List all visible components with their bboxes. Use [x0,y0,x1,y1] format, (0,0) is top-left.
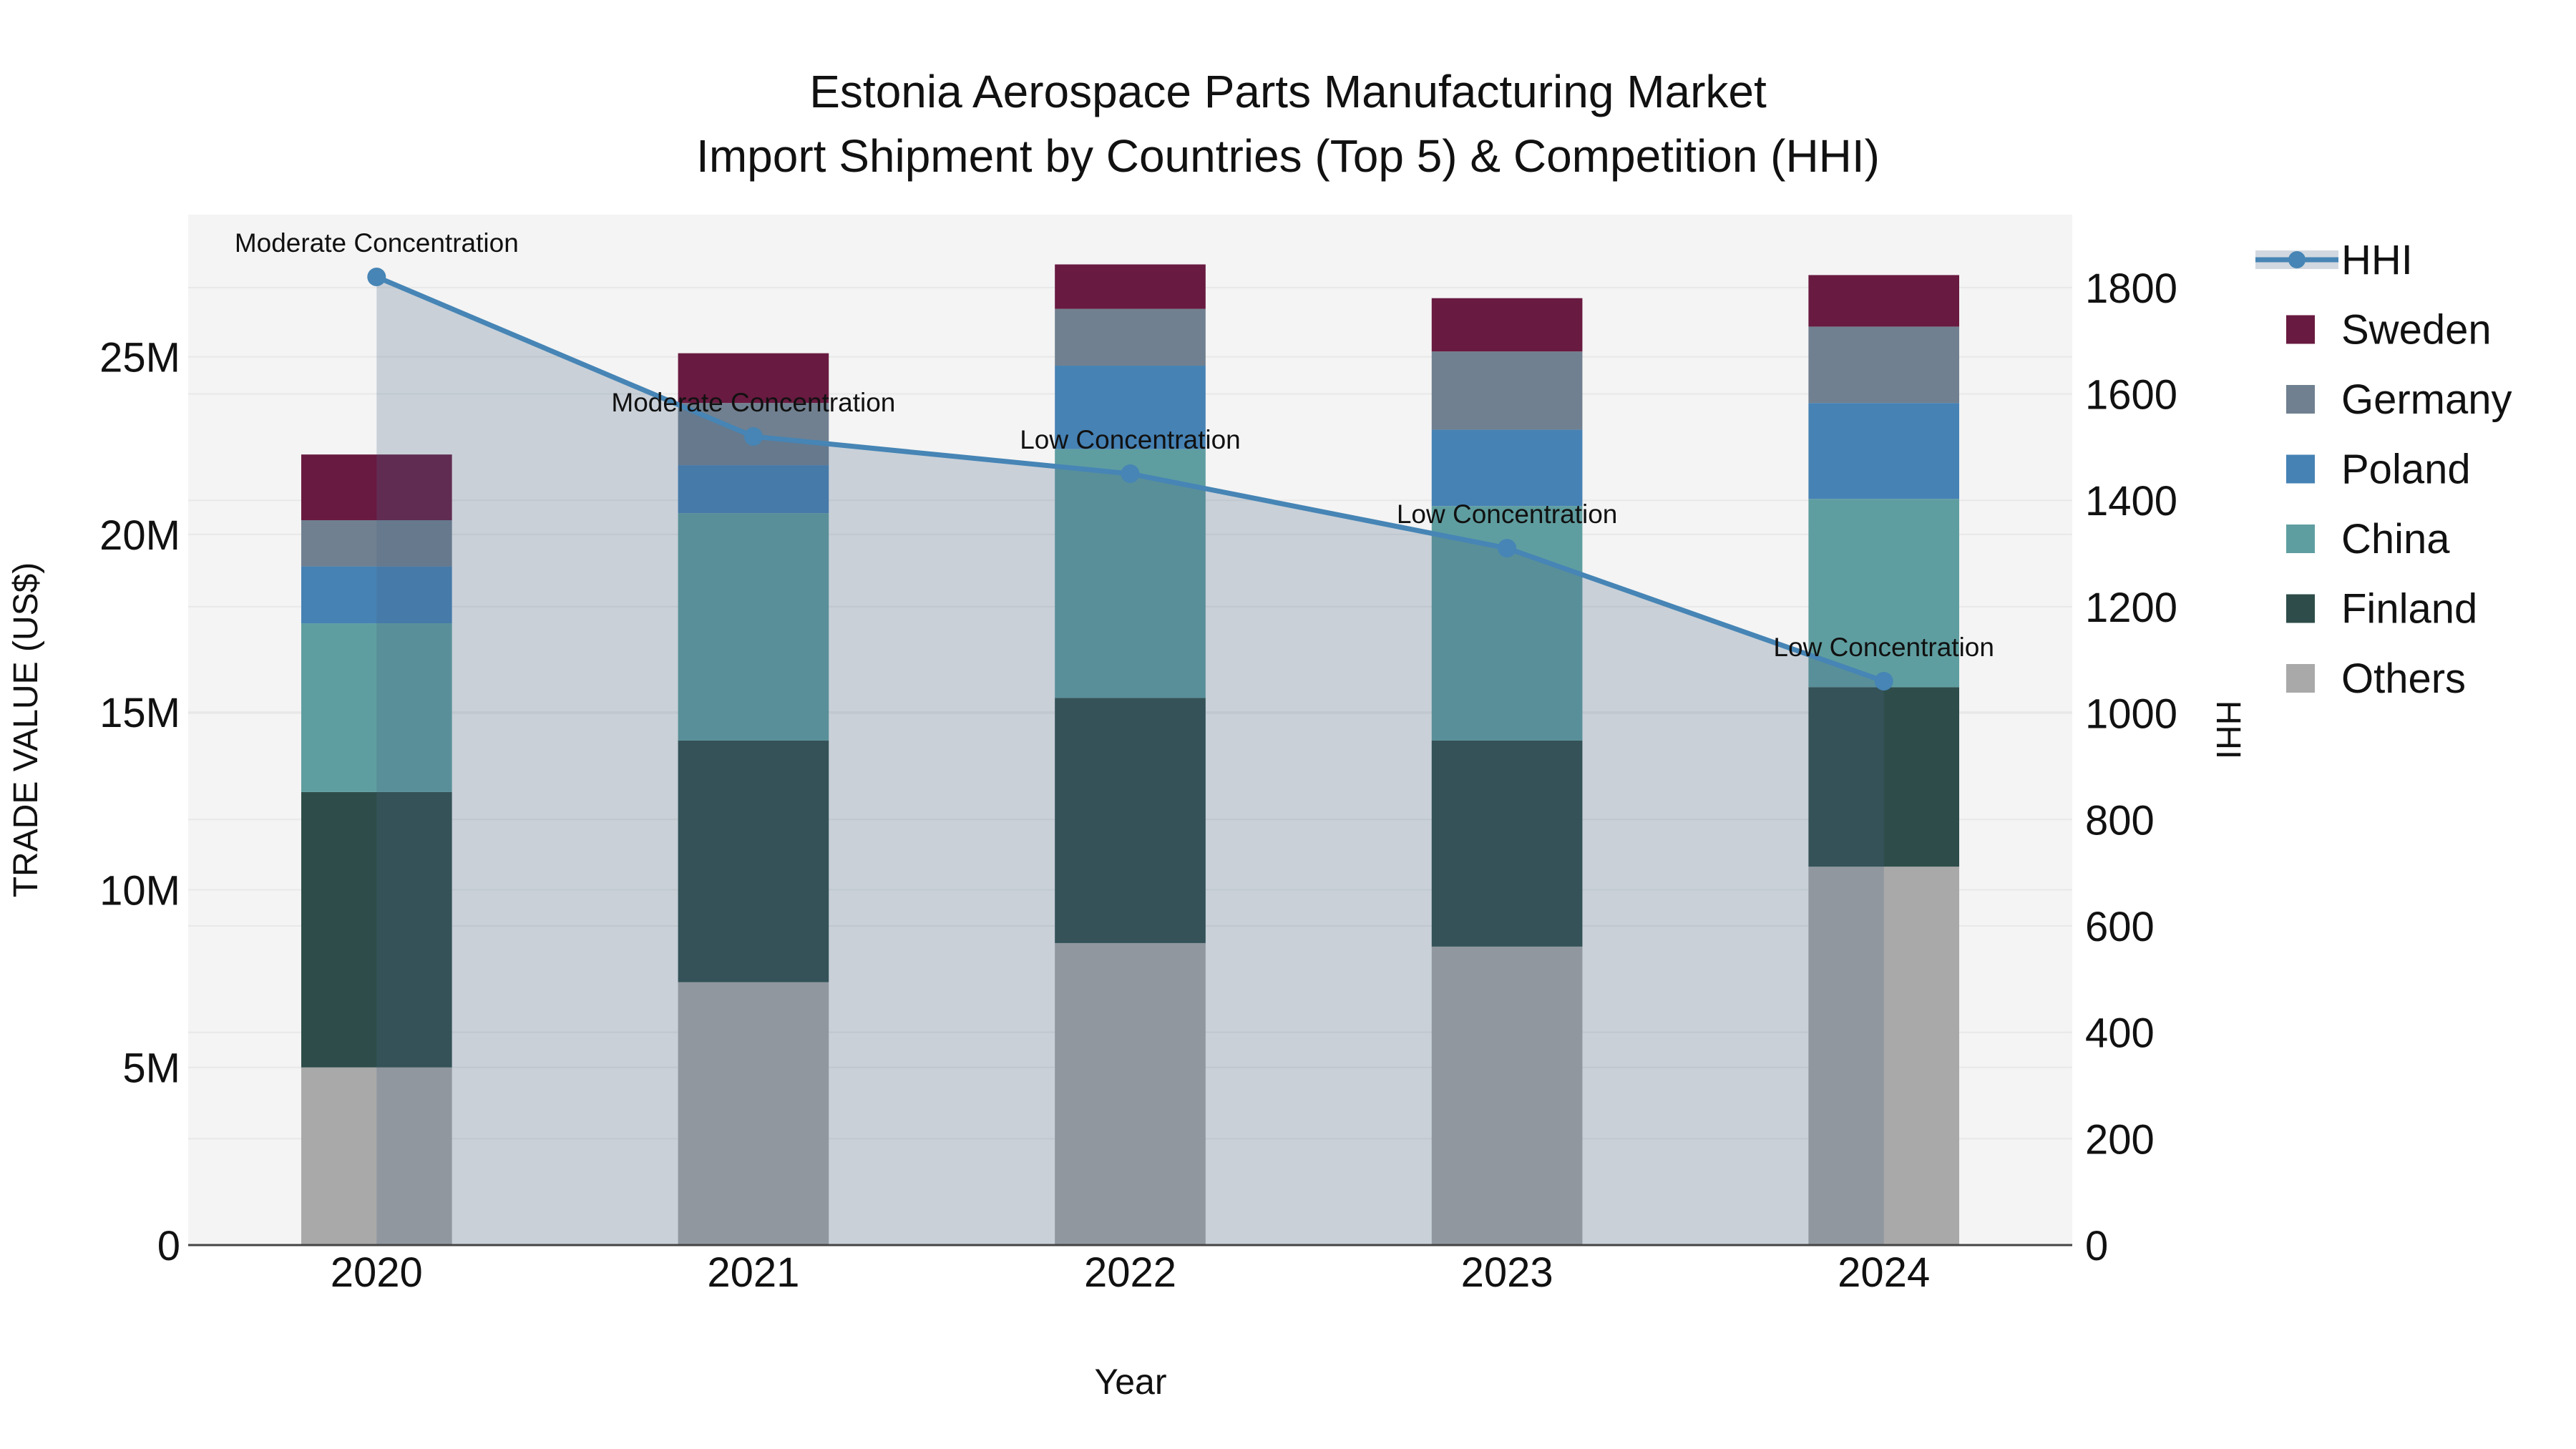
bar-segment-poland-2023[interactable] [1431,429,1583,507]
y-right-tick-4: 800 [2085,797,2155,844]
x-tick-label-1[interactable]: 2021 [707,1249,799,1296]
legend-label-sweden[interactable]: Sweden [2341,307,2492,353]
legend-swatch-poland[interactable] [2286,454,2315,484]
bar-segment-china-2021[interactable] [678,513,829,741]
bar-segment-finland-2024[interactable] [1808,687,1960,867]
y-left-tick-5: 25M [99,335,180,381]
x-tick-label-4[interactable]: 2024 [1838,1249,1930,1296]
x-tick-labels: 2020 2021 2022 2023 2024 [331,1249,1930,1296]
bar-segment-sweden-2020[interactable] [301,454,452,521]
legend-swatch-others[interactable] [2286,664,2315,693]
bar-segment-germany-2022[interactable] [1055,308,1206,366]
y-right-tick-0: 0 [2085,1223,2108,1269]
hhi-marker-2021[interactable] [743,427,763,447]
hhi-marker-2022[interactable] [1121,464,1140,484]
annotation-2023: Low Concentration [1397,499,1618,529]
legend-label-hhi[interactable]: HHI [2341,237,2413,283]
y-left-tick-3: 15M [99,690,180,736]
legend-label-finland[interactable]: Finland [2341,586,2477,633]
legend-label-china[interactable]: China [2341,516,2450,562]
bar-segment-finland-2020[interactable] [301,791,452,1068]
x-tick-label-0[interactable]: 2020 [331,1249,423,1296]
annotation-2020: Moderate Concentration [235,228,519,258]
bar-segment-poland-2021[interactable] [678,465,829,514]
legend: HHI Sweden Germany Poland China Finland … [2255,237,2512,702]
x-tick-label-2[interactable]: 2022 [1084,1249,1176,1296]
bar-segment-germany-2024[interactable] [1808,326,1960,404]
y-right-tick-9: 1800 [2085,265,2177,312]
annotation-2022: Low Concentration [1020,425,1241,454]
annotation-2021: Moderate Concentration [611,388,895,417]
y-right-tick-labels: 0 200 400 600 800 1000 1200 1400 1600 18… [2085,265,2177,1269]
bar-segment-poland-2024[interactable] [1808,403,1960,499]
bar-segment-others-2023[interactable] [1431,946,1583,1245]
legend-swatch-china[interactable] [2286,525,2315,553]
bar-segment-others-2024[interactable] [1808,867,1960,1245]
bar-segment-finland-2021[interactable] [678,740,829,982]
bar-segment-china-2022[interactable] [1055,449,1206,698]
bars-layer [301,264,1960,1245]
y-left-tick-1: 5M [122,1045,180,1092]
hhi-marker-2020[interactable] [367,267,386,286]
legend-label-poland[interactable]: Poland [2341,447,2471,493]
y-right-tick-5: 1000 [2085,691,2177,738]
legend-markers [2255,250,2338,693]
hhi-marker-2024[interactable] [1874,671,1893,691]
legend-labels: HHI Sweden Germany Poland China Finland … [2341,237,2512,702]
y-right-tick-3: 600 [2085,904,2155,950]
bar-segment-finland-2022[interactable] [1055,698,1206,943]
chart-title-line1: Estonia Aerospace Parts Manufacturing Ma… [809,66,1767,117]
y-left-tick-2: 10M [99,867,180,914]
y-right-tick-6: 1200 [2085,585,2177,631]
x-axis-title: Year [1094,1362,1166,1402]
hhi-area-layer [376,276,1884,1245]
legend-swatch-germany[interactable] [2286,385,2315,414]
bar-segment-germany-2020[interactable] [301,520,452,567]
bar-segment-sweden-2023[interactable] [1431,298,1583,352]
legend-label-others[interactable]: Others [2341,655,2466,702]
bar-segment-poland-2022[interactable] [1055,366,1206,449]
y-axis-right-title: HHI [2209,701,2247,760]
bar-segment-china-2024[interactable] [1808,499,1960,688]
legend-swatch-sweden[interactable] [2286,315,2315,344]
annotation-2024: Low Concentration [1773,633,1994,662]
hhi-line-layer [367,267,1893,691]
bar-segment-others-2022[interactable] [1055,942,1206,1245]
bar-segment-poland-2020[interactable] [301,566,452,624]
y-left-tick-0: 0 [157,1223,180,1269]
legend-hhi-marker-dot[interactable] [2288,251,2306,268]
bar-segment-sweden-2022[interactable] [1055,264,1206,309]
bar-segment-others-2020[interactable] [301,1067,452,1245]
y-left-tick-labels: 0 5M 10M 15M 20M 25M [99,335,180,1269]
x-tick-label-3[interactable]: 2023 [1461,1249,1553,1296]
y-right-tick-1: 200 [2085,1116,2155,1163]
y-right-tick-7: 1400 [2085,478,2177,525]
legend-label-germany[interactable]: Germany [2341,376,2512,423]
chart-title-line2: Import Shipment by Countries (Top 5) & C… [696,130,1880,182]
bar-segment-finland-2023[interactable] [1431,740,1583,947]
bar-segment-sweden-2021[interactable] [678,353,829,404]
y-left-tick-4: 20M [99,512,180,559]
hhi-area-fill [376,276,1884,1245]
y-right-tick-2: 400 [2085,1010,2155,1057]
bar-segment-sweden-2024[interactable] [1808,275,1960,327]
legend-swatch-finland[interactable] [2286,594,2315,623]
hhi-marker-2023[interactable] [1498,539,1517,558]
annotations-layer: Moderate Concentration Moderate Concentr… [235,228,1994,662]
bar-segment-china-2020[interactable] [301,623,452,792]
bar-segment-germany-2023[interactable] [1431,351,1583,430]
y-right-tick-8: 1600 [2085,372,2177,419]
bar-segment-others-2021[interactable] [678,982,829,1245]
y-axis-left-title: TRADE VALUE (US$) [7,562,45,898]
